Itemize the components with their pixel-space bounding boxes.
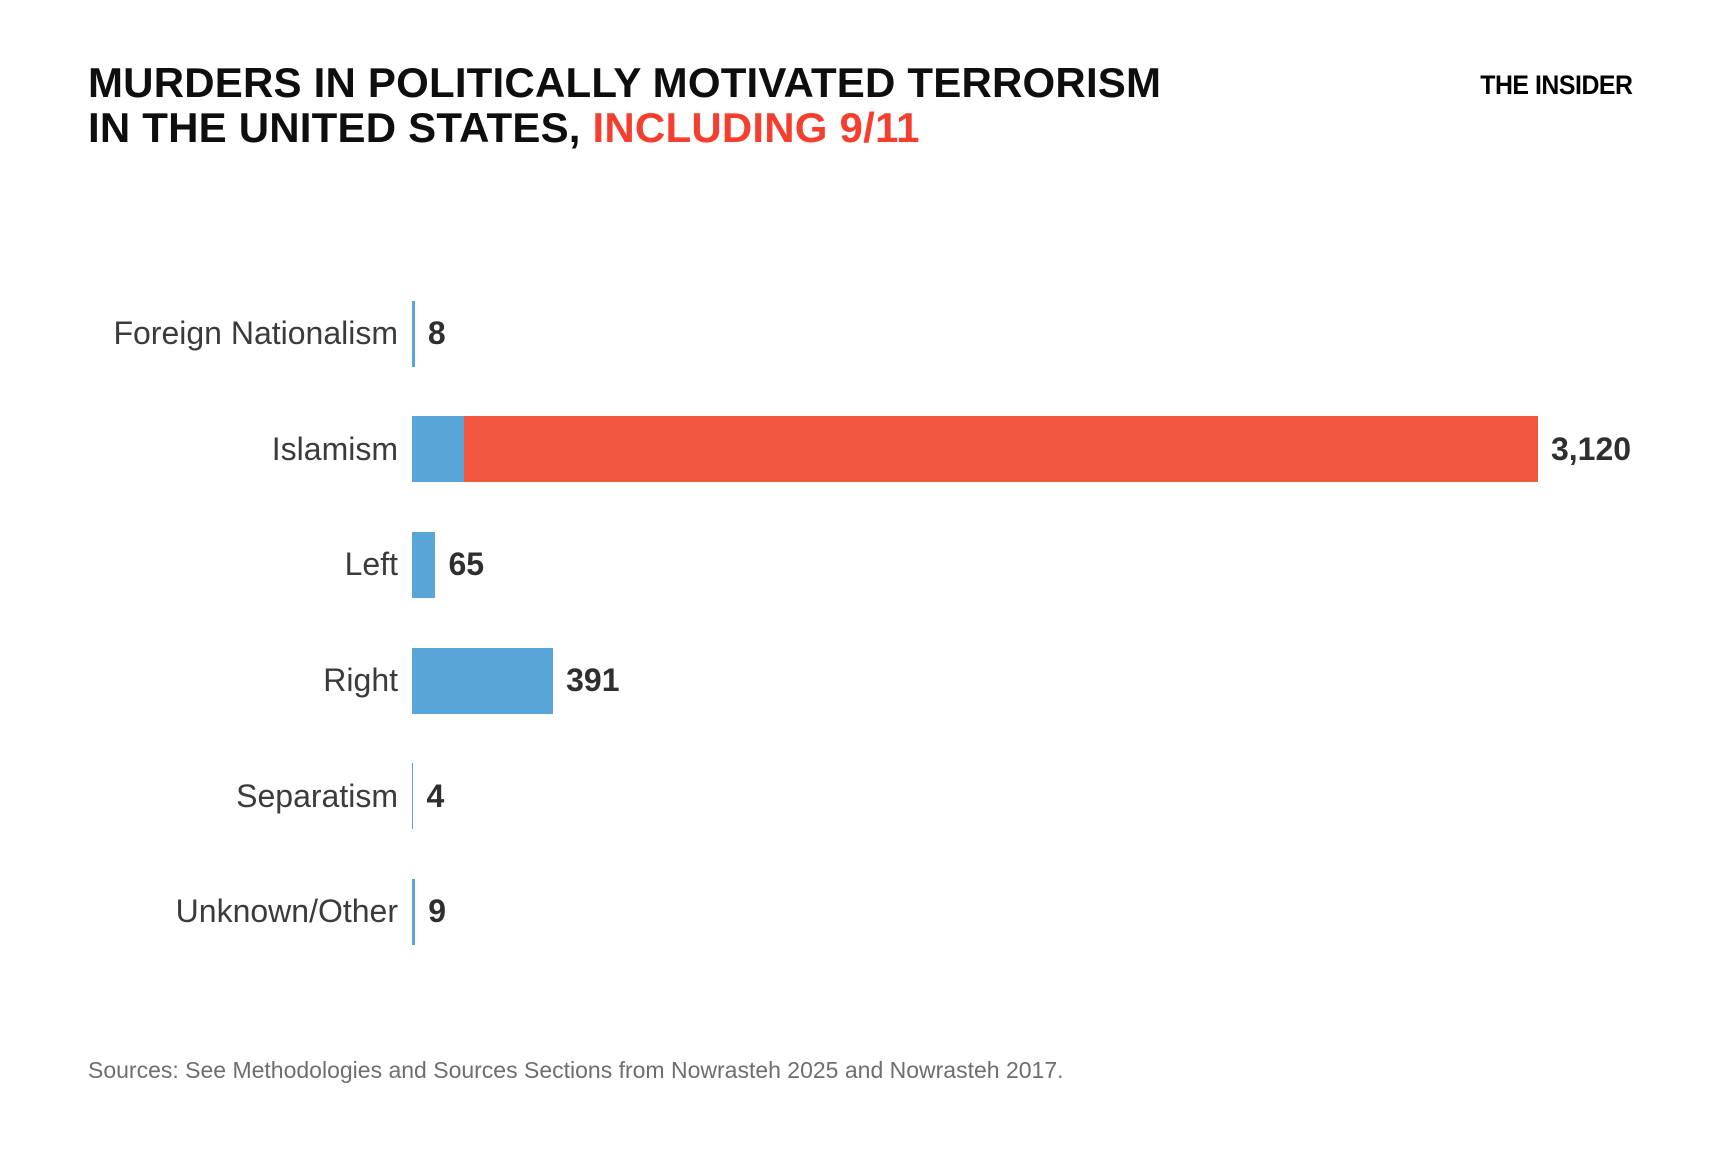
category-label: Separatism bbox=[236, 777, 398, 814]
chart-row: Unknown/Other 9 bbox=[88, 854, 1636, 970]
chart-row: Foreign Nationalism 8 bbox=[88, 276, 1636, 392]
chart-title-line1: MURDERS IN POLITICALLY MOTIVATED TERRORI… bbox=[88, 59, 1162, 106]
bar-segment-blue bbox=[412, 878, 416, 945]
bar-segment-blue bbox=[412, 763, 414, 830]
category-label: Unknown/Other bbox=[175, 893, 398, 930]
chart-title-line2-black: IN THE UNITED STATES, bbox=[88, 104, 593, 151]
bar-segment-red bbox=[463, 416, 1538, 483]
bar-segment-blue bbox=[412, 647, 554, 714]
chart-title-line2: IN THE UNITED STATES, INCLUDING 9/11 bbox=[88, 105, 1161, 150]
bar-segment-blue bbox=[412, 300, 415, 367]
value-label: 8 bbox=[427, 315, 446, 352]
brand-logo: THE INSIDER bbox=[1480, 70, 1634, 100]
value-label: 3,120 bbox=[1550, 430, 1632, 467]
bar-line: 65 bbox=[412, 531, 1636, 598]
bar-line: 9 bbox=[412, 878, 1636, 945]
chart-row: Right 391 bbox=[88, 623, 1636, 739]
value-label: 391 bbox=[566, 662, 620, 699]
category-label: Foreign Nationalism bbox=[113, 315, 398, 352]
bar-segment-blue bbox=[412, 531, 436, 598]
sources-note: Sources: See Methodologies and Sources S… bbox=[88, 1057, 1064, 1083]
chart-row: Separatism 4 bbox=[88, 738, 1636, 854]
category-label: Islamism bbox=[271, 430, 398, 467]
chart-row: Left 65 bbox=[88, 507, 1636, 623]
bar-line: 391 bbox=[412, 647, 1636, 714]
bar-line: 3,120 bbox=[412, 416, 1636, 483]
chart-title: MURDERS IN POLITICALLY MOTIVATED TERRORI… bbox=[88, 60, 1161, 150]
value-label: 9 bbox=[428, 893, 447, 930]
bar-line: 8 bbox=[412, 300, 1636, 367]
value-label: 4 bbox=[426, 777, 445, 814]
chart-title-line2-red: INCLUDING 9/11 bbox=[592, 104, 920, 151]
chart-row: Islamism 3,120 bbox=[88, 392, 1636, 508]
value-label: 65 bbox=[448, 546, 485, 583]
bar-segment-blue bbox=[412, 416, 464, 483]
category-label: Left bbox=[344, 546, 398, 583]
bar-line: 4 bbox=[412, 763, 1636, 830]
bar-chart: Foreign Nationalism 8 Islamism 3,120 Lef… bbox=[88, 276, 1636, 970]
category-label: Right bbox=[323, 662, 398, 699]
